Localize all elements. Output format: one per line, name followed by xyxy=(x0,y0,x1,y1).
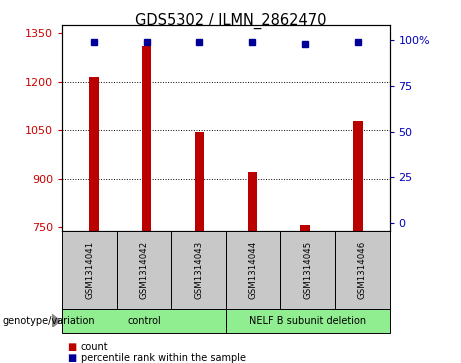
Bar xyxy=(142,46,152,231)
Text: GDS5302 / ILMN_2862470: GDS5302 / ILMN_2862470 xyxy=(135,13,326,29)
Text: control: control xyxy=(127,316,161,326)
Bar xyxy=(195,132,204,231)
Bar xyxy=(248,172,257,231)
Text: GSM1314045: GSM1314045 xyxy=(303,240,312,299)
Polygon shape xyxy=(52,314,60,327)
Text: NELF B subunit deletion: NELF B subunit deletion xyxy=(249,316,366,326)
Text: genotype/variation: genotype/variation xyxy=(2,316,95,326)
Text: ■: ■ xyxy=(67,342,76,352)
Text: percentile rank within the sample: percentile rank within the sample xyxy=(81,352,246,363)
Text: GSM1314044: GSM1314044 xyxy=(248,240,258,299)
Text: GSM1314046: GSM1314046 xyxy=(358,240,367,299)
Text: GSM1314042: GSM1314042 xyxy=(140,240,148,299)
Bar xyxy=(300,225,310,231)
Text: count: count xyxy=(81,342,108,352)
Text: ■: ■ xyxy=(67,352,76,363)
Bar xyxy=(353,121,363,231)
Text: GSM1314043: GSM1314043 xyxy=(194,240,203,299)
Bar xyxy=(89,77,99,231)
Text: GSM1314041: GSM1314041 xyxy=(85,240,94,299)
